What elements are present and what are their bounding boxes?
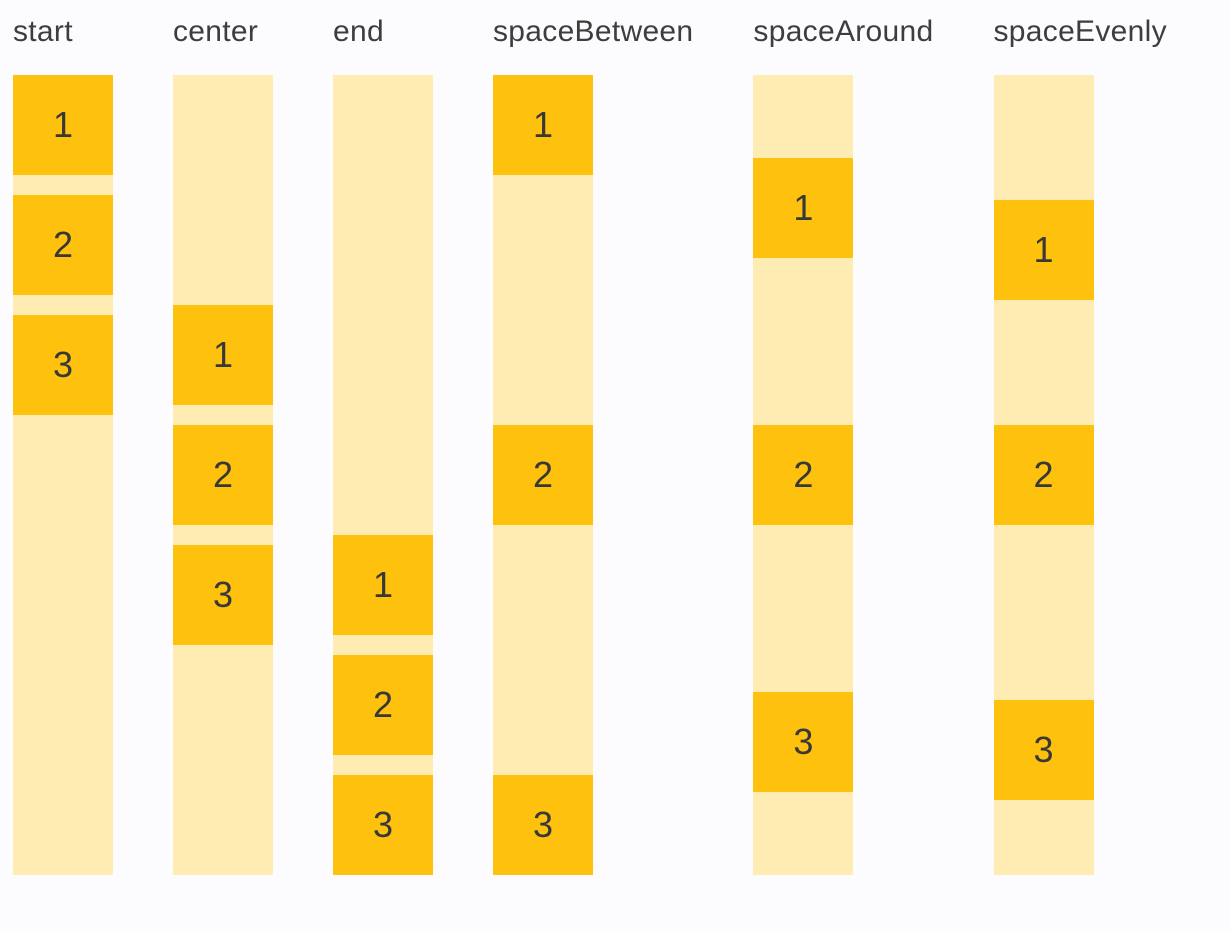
alignment-label: end [333,15,384,48]
flex-item-box: 3 [993,700,1094,800]
column-track: 1 2 3 [333,75,433,875]
alignment-figure: start 1 2 3 center 1 2 3 end 1 2 3 space… [13,13,1167,875]
flex-item-box: 1 [13,75,113,175]
flex-item-box: 3 [493,775,593,875]
flex-item-number: 1 [793,187,814,228]
flex-item-number: 2 [793,454,814,495]
flex-item-box: 2 [333,655,433,755]
flex-item-number: 3 [212,574,234,615]
column-track: 1 2 3 [173,75,273,875]
column-track: 1 2 3 [993,75,1094,875]
alignment-section: spaceAround 1 2 3 [753,13,933,875]
flex-item-number: 2 [1033,454,1054,495]
column-track: 1 2 3 [493,75,593,875]
alignment-label: spaceBetween [493,15,694,48]
flex-item-number: 3 [793,721,814,762]
flex-item-box: 2 [13,195,113,295]
flex-item-box: 3 [13,315,113,415]
alignment-label: spaceAround [753,15,934,48]
flex-item-box: 2 [993,425,1094,525]
column-track: 1 2 3 [13,75,113,875]
flex-item-number: 3 [52,344,74,385]
flex-item-number: 3 [372,804,394,845]
flex-item-box: 1 [173,305,273,405]
flex-item-box: 3 [753,692,854,792]
flex-item-number: 2 [52,224,74,265]
flex-item-number: 2 [212,454,234,495]
flex-item-box: 3 [333,775,433,875]
flex-item-box: 1 [333,535,433,635]
flex-item-box: 2 [173,425,273,525]
flex-item-box: 3 [173,545,273,645]
alignment-section: spaceBetween 1 2 3 [493,13,693,875]
flex-item-box: 1 [993,200,1094,300]
alignment-section: center 1 2 3 [173,13,273,875]
flex-item-number: 2 [532,454,554,495]
flex-item-number: 1 [372,564,394,605]
flex-item-number: 2 [372,684,394,725]
flex-item-box: 1 [753,158,854,258]
flex-item-number: 1 [52,104,74,145]
flex-item-box: 2 [753,425,854,525]
flex-item-number: 1 [532,104,554,145]
flex-item-box: 1 [493,75,593,175]
flex-item-number: 3 [532,804,554,845]
column-track: 1 2 3 [753,75,854,875]
alignment-label: start [13,15,73,48]
flex-item-box: 2 [493,425,593,525]
flex-item-number: 1 [1033,229,1054,270]
alignment-label: center [173,15,259,48]
flex-item-number: 3 [1033,729,1054,770]
alignment-label: spaceEvenly [993,15,1167,48]
alignment-section: start 1 2 3 [13,13,113,875]
alignment-section: end 1 2 3 [333,13,433,875]
alignment-section: spaceEvenly 1 2 3 [993,13,1167,875]
flex-item-number: 1 [212,334,234,375]
